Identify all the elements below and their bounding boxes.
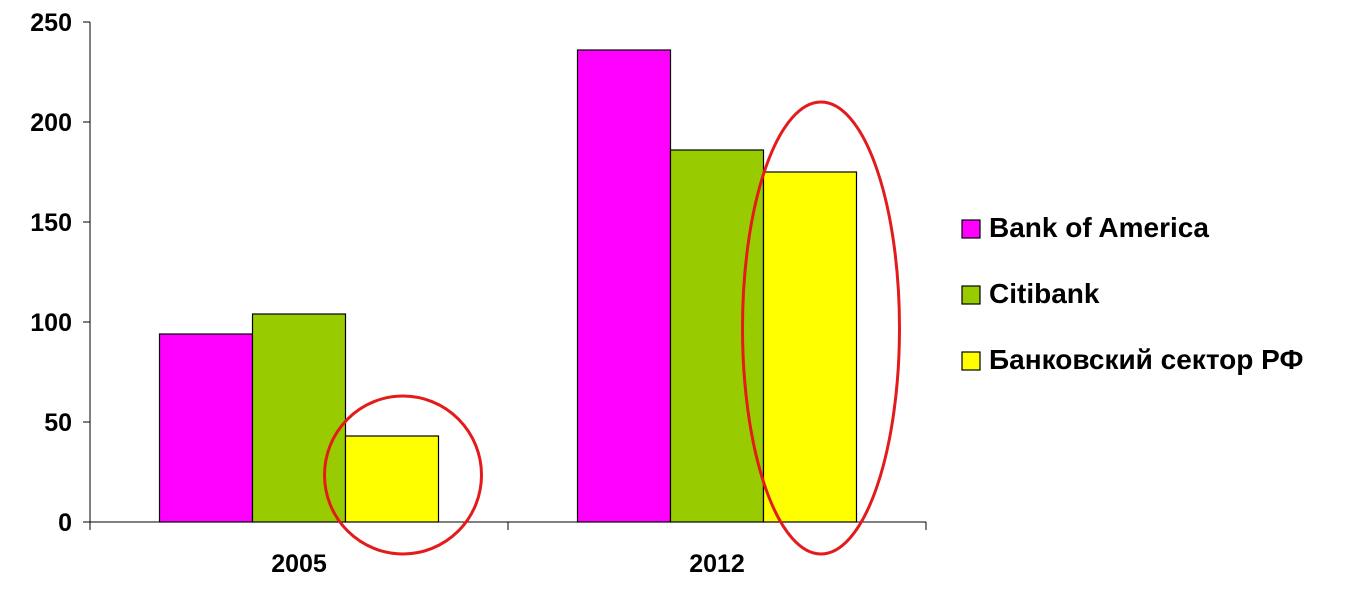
bar (576, 49, 672, 523)
y-tick-label: 150 (30, 209, 72, 237)
bar (762, 171, 858, 523)
legend: Bank of America Citibank Банковский сектор… (961, 212, 1303, 375)
x-tick-label: 2012 (689, 550, 745, 578)
legend-label: Citibank (989, 278, 1100, 309)
y-tick-label: 100 (30, 309, 72, 337)
highlight-ellipses (323, 100, 901, 556)
bar (158, 333, 254, 523)
legend-swatch (961, 219, 981, 239)
legend-label: Bank of America (989, 212, 1209, 243)
y-tick-label: 0 (58, 509, 72, 537)
bar (669, 149, 765, 523)
x-tick-label: 2005 (271, 550, 327, 578)
bars (158, 49, 858, 523)
bar (251, 313, 347, 523)
y-tick-label: 250 (30, 9, 72, 37)
legend-swatch (961, 351, 981, 371)
bar (344, 435, 440, 523)
y-tick-label: 200 (30, 109, 72, 137)
legend-label: Банковский сектор РФ (989, 344, 1303, 375)
highlight-ellipse (323, 394, 483, 556)
legend-swatch (961, 285, 981, 305)
y-tick-label: 50 (44, 409, 72, 437)
highlight-ellipse (741, 100, 901, 556)
